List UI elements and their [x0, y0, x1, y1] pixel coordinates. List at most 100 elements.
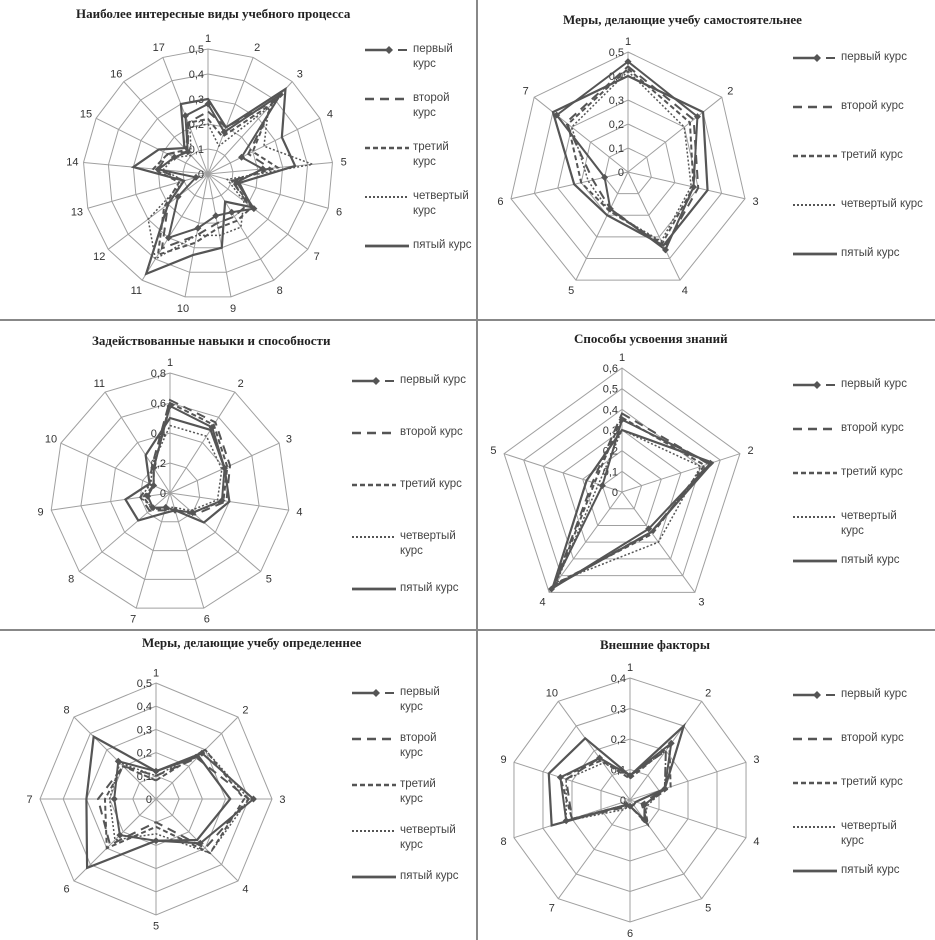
- legend-item: третий курс: [793, 465, 916, 509]
- legend-label: четвертый курс: [841, 510, 897, 537]
- axis-category-label: 3: [297, 68, 303, 80]
- tick-label: 0,3: [611, 704, 626, 716]
- axis-category-label: 7: [26, 794, 32, 806]
- legend-item: второй курс: [352, 425, 475, 477]
- data-point-marker: [693, 113, 701, 121]
- chart-title: Меры, делающие учебу определеннее: [142, 635, 362, 650]
- chart-title: Меры, делающие учебу самостоятельнее: [563, 12, 802, 27]
- series-line-3: [141, 401, 229, 514]
- data-point-marker: [598, 482, 606, 490]
- series-line-4: [570, 70, 692, 243]
- axis-spoke: [575, 171, 629, 281]
- legend-swatch: [352, 737, 396, 741]
- axis-category-label: 17: [153, 42, 165, 54]
- legend-swatch: [352, 689, 394, 697]
- legend: первый курс второй курс третий курс четверт…: [352, 373, 475, 633]
- axis-spoke: [123, 81, 209, 175]
- series-line-5: [85, 734, 232, 870]
- tick-label: 0: [612, 487, 618, 499]
- tick-label: 0,8: [151, 368, 166, 380]
- tick-label: 0,2: [137, 748, 152, 760]
- legend-item: второй курс: [365, 91, 473, 140]
- axis-category-label: 4: [296, 507, 302, 519]
- legend-item: четвертый курс: [365, 189, 473, 238]
- data-point-marker: [249, 795, 257, 803]
- data-point-marker: [194, 224, 202, 232]
- axis-category-label: 3: [279, 794, 285, 806]
- axis-category-label: 14: [66, 156, 78, 168]
- data-point-marker: [228, 208, 236, 216]
- legend-swatch: [793, 516, 837, 518]
- grid-ring: [80, 402, 260, 580]
- legend-item: второй курс: [793, 731, 916, 775]
- axis-category-label: 6: [64, 883, 70, 895]
- axis-spoke: [627, 171, 746, 200]
- radar-chart-6: Внешние факторы 1 2 3 4 5 6 7 8 9 10 0 0,1 0,2 0,3 0,4 п…: [478, 631, 935, 940]
- series-line-1: [555, 60, 699, 252]
- tick-label: 0,5: [189, 44, 204, 56]
- tick-label: 0,5: [609, 47, 624, 59]
- legend-item: четвертый курс: [793, 819, 916, 863]
- legend-swatch: [352, 830, 396, 832]
- data-point-marker: [596, 754, 604, 762]
- tick-label: 0,4: [137, 701, 152, 713]
- tick-label: 0,6: [151, 398, 166, 410]
- axis-spoke: [548, 491, 623, 593]
- axis-category-label: 2: [705, 687, 711, 699]
- axis-spoke: [107, 173, 209, 250]
- axis-spoke: [207, 117, 321, 175]
- legend: первый курс второй курс третий курс четверт…: [352, 685, 460, 915]
- grid-ring: [132, 98, 284, 249]
- legend-label: пятый курс: [400, 870, 459, 882]
- legend-label: третий курс: [413, 141, 449, 168]
- axis-spoke: [141, 173, 209, 281]
- series-line-1: [113, 751, 255, 845]
- legend: первый курс второй курс третий курс четверт…: [365, 42, 473, 287]
- legend-swatch: [352, 431, 396, 435]
- data-point-marker: [601, 173, 609, 181]
- tick-label: 0,3: [609, 95, 624, 107]
- axis-category-label: 6: [497, 196, 503, 208]
- data-point-marker: [114, 757, 122, 765]
- axis-category-label: 6: [627, 928, 633, 940]
- grid-ring: [523, 388, 721, 577]
- axis-category-label: 5: [266, 574, 272, 586]
- axis-spoke: [629, 701, 703, 801]
- axis-spoke: [73, 716, 157, 800]
- legend-swatch: [352, 587, 396, 591]
- series-line-5: [130, 86, 297, 276]
- tick-label: 0: [198, 169, 204, 181]
- legend-label: третий курс: [400, 778, 436, 805]
- legend-item: третий курс: [352, 777, 460, 823]
- chart-title: Задействованные навыки и способности: [92, 333, 331, 348]
- legend-item: первый курс: [352, 373, 475, 425]
- series-line-2: [96, 756, 251, 850]
- legend-label: третий курс: [400, 478, 462, 490]
- legend-swatch: [793, 869, 837, 873]
- axis-category-label: 6: [336, 206, 342, 218]
- axis-category-label: 11: [131, 285, 142, 297]
- axis-spoke: [629, 799, 747, 839]
- legend-swatch: [352, 536, 396, 538]
- legend-label: четвертый курс: [841, 820, 897, 847]
- legend-swatch: [365, 46, 407, 54]
- grid-ring: [510, 51, 746, 281]
- series-line-2: [552, 412, 711, 588]
- axis-category-label: 4: [327, 108, 333, 120]
- legend-item: первый курс: [352, 685, 460, 731]
- grid-ring: [139, 462, 201, 523]
- legend-label: пятый курс: [400, 582, 459, 594]
- legend-label: пятый курс: [413, 239, 472, 251]
- legend-label: пятый курс: [841, 247, 900, 259]
- axis-spoke: [83, 161, 209, 175]
- tick-label: 0,1: [189, 144, 204, 156]
- chart-title: Внешние факторы: [600, 637, 710, 652]
- vertical-divider: [476, 0, 478, 940]
- grid-ring: [110, 432, 230, 552]
- tick-label: 0,5: [603, 384, 618, 396]
- axis-category-label: 8: [68, 574, 74, 586]
- series-line-5: [123, 416, 231, 524]
- axis-category-label: 3: [752, 196, 758, 208]
- series-line-4: [555, 428, 702, 584]
- tick-label: 0,4: [189, 69, 204, 81]
